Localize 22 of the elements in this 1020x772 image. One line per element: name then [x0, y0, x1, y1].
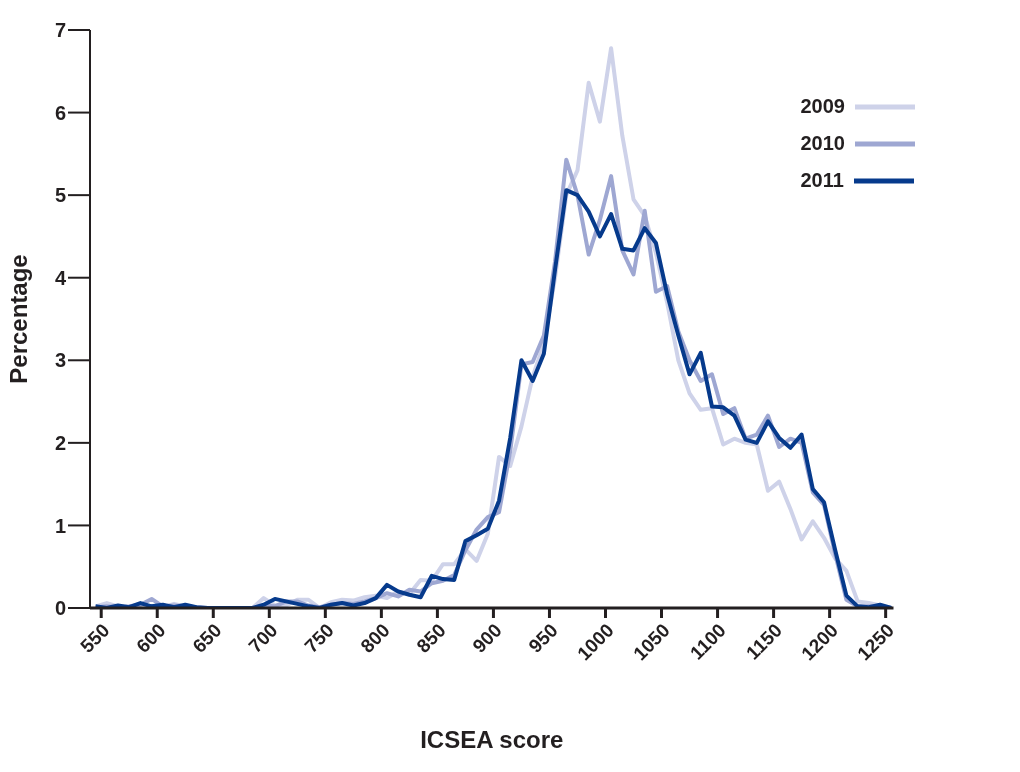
x-tick-label: 550	[76, 619, 114, 657]
x-tick-label: 750	[300, 619, 338, 657]
x-tick-label: 650	[188, 619, 226, 657]
y-tick-label: 4	[54, 266, 67, 289]
x-tick-label: 600	[132, 619, 170, 657]
x-tick-label: 850	[412, 619, 450, 657]
x-tick-label: 900	[468, 619, 506, 657]
x-tick-label: 800	[356, 619, 394, 657]
y-tick-label: 6	[54, 101, 66, 124]
x-tick-label: 700	[244, 619, 282, 657]
legend-label: 2009	[800, 95, 845, 118]
y-tick-label: 3	[54, 349, 66, 372]
y-tick-label: 5	[54, 184, 66, 207]
y-axis-title: Percentage	[4, 254, 32, 384]
y-tick-label: 0	[54, 597, 66, 620]
y-tick-label: 2	[54, 431, 66, 454]
legend-label: 2011	[800, 169, 844, 192]
x-tick-label: 950	[524, 619, 562, 657]
x-axis-title: ICSEA score	[420, 726, 564, 753]
y-tick-label: 7	[54, 19, 66, 42]
legend-label: 2010	[800, 132, 845, 155]
y-tick-label: 1	[54, 514, 66, 537]
